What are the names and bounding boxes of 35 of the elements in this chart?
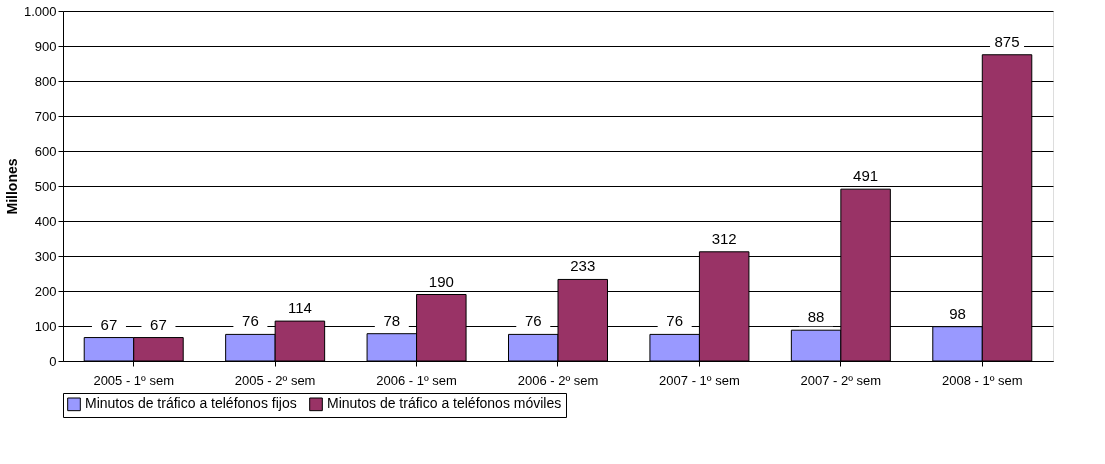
data-label: 88 (807, 308, 825, 326)
data-label: 312 (711, 229, 737, 247)
y-tick-label: 100 (34, 318, 57, 334)
data-label: 67 (100, 315, 118, 333)
legend-label: Minutos de tráfico a teléfonos fijos (85, 395, 297, 412)
data-label: 76 (666, 312, 684, 330)
x-tick-label: 2006 - 1º sem (376, 372, 457, 388)
x-tick-label: 2007 - 1º sem (659, 372, 740, 388)
y-tick-label: 0 (49, 353, 57, 369)
y-tick-label: 700 (34, 108, 57, 124)
legend-label: Minutos de tráfico a teléfonos móviles (327, 395, 562, 412)
data-label: 76 (524, 312, 542, 330)
data-label: 76 (242, 312, 259, 330)
y-tick-label: 500 (34, 178, 57, 194)
x-tick-label: 2005 - 1º sem (93, 372, 175, 388)
data-label: 233 (570, 257, 596, 275)
x-tick-label: 2006 - 2º sem (517, 372, 599, 388)
y-tick-label: 900 (34, 38, 57, 54)
x-tick-label: 2007 - 2º sem (800, 372, 882, 388)
x-tick-label: 2008 - 1º sem (941, 372, 1023, 388)
data-label: 67 (150, 315, 167, 333)
data-label: 98 (949, 304, 966, 322)
y-tick-label: 300 (34, 248, 57, 264)
y-axis-title: Millones (3, 158, 20, 215)
data-label: 190 (428, 272, 454, 290)
data-label: 491 (853, 167, 879, 185)
y-tick-label: 200 (34, 283, 57, 299)
data-label: 78 (383, 311, 401, 329)
y-tick-label: 600 (34, 143, 57, 159)
x-tick-label: 2005 - 2º sem (234, 372, 316, 388)
y-tick-label: 1.000 (23, 3, 57, 19)
data-label: 875 (994, 32, 1020, 50)
y-tick-label: 800 (34, 73, 57, 89)
data-label: 114 (287, 299, 312, 317)
y-tick-label: 400 (34, 213, 57, 229)
